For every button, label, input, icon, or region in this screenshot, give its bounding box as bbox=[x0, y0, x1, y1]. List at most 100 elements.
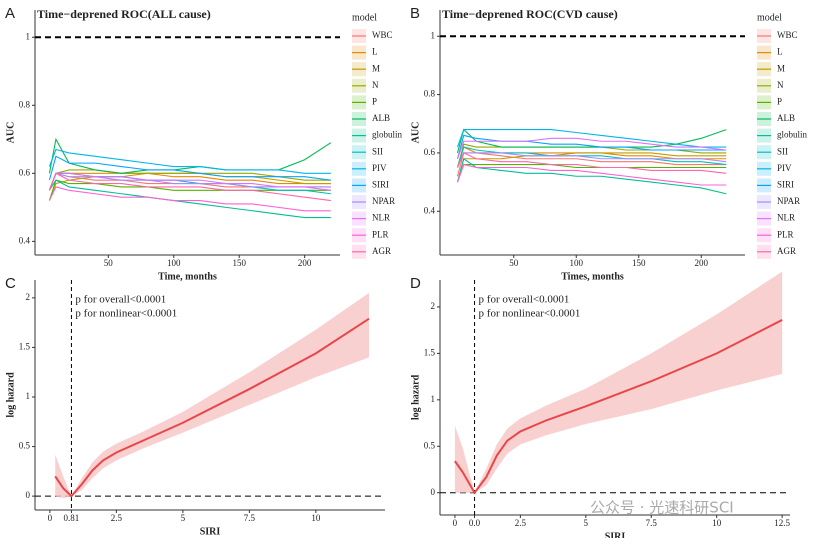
panel-letter: A bbox=[5, 5, 15, 22]
series-line bbox=[54, 317, 370, 498]
x-tick-label: 2.5 bbox=[111, 513, 123, 523]
legend-label: AGR bbox=[777, 246, 796, 256]
series-line bbox=[456, 137, 727, 159]
series-line bbox=[456, 134, 727, 159]
legend-label: globulin bbox=[777, 130, 808, 140]
legend-label: PLR bbox=[777, 229, 794, 239]
confidence-band bbox=[55, 292, 370, 499]
legend-label: P bbox=[372, 96, 377, 106]
series-line bbox=[48, 172, 331, 191]
x-tick-label: 10 bbox=[712, 518, 722, 528]
x-tick-label: 200 bbox=[298, 258, 312, 268]
x-tick-label: 200 bbox=[695, 258, 709, 268]
legend-label: NLR bbox=[777, 213, 795, 223]
legend-title: model bbox=[757, 12, 782, 23]
annotation: p for nonlinear<0.0001 bbox=[75, 308, 177, 320]
y-tick-label: 1.5 bbox=[19, 341, 31, 351]
legend-label: AGR bbox=[372, 246, 391, 256]
y-tick-label: 1 bbox=[26, 31, 31, 41]
watermark: 公众号 · 光速科研SCI bbox=[590, 499, 734, 517]
legend-label: NPAR bbox=[777, 196, 800, 206]
legend-label: P bbox=[777, 96, 782, 106]
x-tick-label: 7.5 bbox=[244, 513, 256, 523]
x-tick-label: 150 bbox=[232, 258, 246, 268]
y-tick-label: 0.6 bbox=[19, 167, 31, 177]
y-tick-label: 0.5 bbox=[424, 440, 436, 450]
x-tick-label: 50 bbox=[104, 258, 114, 268]
legend-label: globulin bbox=[372, 130, 403, 140]
series-line bbox=[456, 129, 727, 148]
x-tick-label: 5 bbox=[584, 518, 589, 528]
y-tick-label: 0.8 bbox=[19, 99, 31, 109]
x-tick-label: 100 bbox=[570, 258, 584, 268]
y-axis-label: log hazard bbox=[5, 372, 16, 418]
legend-label: SII bbox=[372, 146, 383, 156]
legend-label: PIV bbox=[372, 163, 387, 173]
legend-label: M bbox=[372, 63, 380, 73]
y-tick-label: 0 bbox=[431, 487, 436, 497]
legend-label: WBC bbox=[777, 30, 798, 40]
annotation: p for overall<0.0001 bbox=[75, 294, 166, 306]
legend-label: L bbox=[372, 47, 378, 57]
legend-label: ALB bbox=[372, 113, 390, 123]
y-tick-label: 0 bbox=[26, 490, 31, 500]
legend-label: PIV bbox=[777, 163, 792, 173]
series-line bbox=[48, 172, 331, 202]
y-tick-label: 1 bbox=[26, 391, 31, 401]
series-line bbox=[456, 152, 727, 168]
x-axis-label: SIRI bbox=[605, 531, 626, 538]
y-axis-label: log hazard bbox=[410, 374, 421, 420]
panel-letter: B bbox=[410, 5, 420, 22]
confidence-band bbox=[454, 271, 783, 493]
series-line bbox=[48, 148, 331, 174]
x-tick-label: 100 bbox=[167, 258, 181, 268]
x-tick-label: 150 bbox=[632, 258, 646, 268]
x-axis-label: Times, months bbox=[561, 271, 624, 282]
legend-label: L bbox=[777, 47, 783, 57]
series-line bbox=[48, 155, 331, 181]
annotation: p for overall<0.0001 bbox=[479, 294, 570, 306]
x-tick-label: 12.5 bbox=[774, 518, 790, 528]
panel-letter: D bbox=[410, 275, 421, 292]
panel-letter: C bbox=[5, 275, 16, 292]
x-tick-label: 0.0 bbox=[469, 518, 481, 528]
x-tick-label: 5 bbox=[181, 513, 186, 523]
legend-label: M bbox=[777, 63, 785, 73]
series-line bbox=[456, 163, 727, 186]
legend-label: PLR bbox=[372, 229, 389, 239]
legend-label: SII bbox=[777, 146, 788, 156]
legend-label: SIRI bbox=[777, 179, 794, 189]
series-line bbox=[456, 157, 727, 195]
x-tick-label: 10 bbox=[311, 513, 321, 523]
x-tick-label: 50 bbox=[509, 258, 519, 268]
y-axis-label: AUC bbox=[5, 122, 16, 144]
series-line bbox=[454, 319, 783, 495]
y-tick-label: 0.4 bbox=[19, 235, 31, 245]
legend-label: NLR bbox=[372, 213, 390, 223]
y-tick-label: 2 bbox=[26, 292, 31, 302]
series-line bbox=[456, 164, 727, 183]
series-line bbox=[456, 152, 727, 174]
series-line bbox=[48, 186, 331, 212]
legend-label: N bbox=[372, 80, 379, 90]
legend-label: N bbox=[777, 80, 784, 90]
legend-label: NPAR bbox=[372, 196, 395, 206]
y-tick-label: 0.4 bbox=[424, 205, 436, 215]
y-axis-label: AUC bbox=[410, 122, 421, 144]
x-axis-label: SIRI bbox=[200, 526, 221, 537]
legend-label: SIRI bbox=[372, 179, 389, 189]
y-tick-label: 2 bbox=[431, 301, 436, 311]
y-tick-label: 1 bbox=[431, 30, 436, 40]
chart-title: Time−deprened ROC(ALL cause) bbox=[37, 7, 211, 21]
legend-title: model bbox=[352, 12, 377, 23]
series-line bbox=[48, 179, 331, 219]
x-tick-label: 2.5 bbox=[515, 518, 527, 528]
x-tick-label: 0 bbox=[453, 518, 458, 528]
y-tick-label: 1 bbox=[431, 394, 436, 404]
x-tick-label: 0 bbox=[48, 513, 53, 523]
legend-label: ALB bbox=[777, 113, 795, 123]
chart-title: Time−deprened ROC(CVD cause) bbox=[442, 7, 618, 21]
x-tick-label: 7.5 bbox=[646, 518, 658, 528]
y-tick-label: 1.5 bbox=[424, 347, 436, 357]
